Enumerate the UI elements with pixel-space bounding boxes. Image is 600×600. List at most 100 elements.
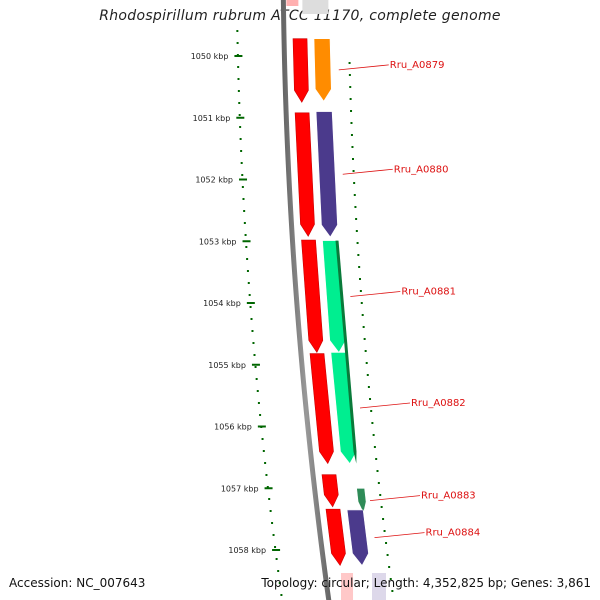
minor-tick-dot — [367, 386, 370, 388]
minor-tick-dot — [257, 402, 260, 404]
minor-tick-dot — [353, 182, 356, 184]
minor-tick-dot — [356, 242, 359, 244]
minor-tick-dot — [385, 542, 388, 544]
minor-tick-dot — [350, 110, 353, 112]
cds-segment[interactable] — [325, 508, 346, 566]
minor-tick-dot — [240, 150, 243, 152]
gene-segment[interactable] — [356, 487, 367, 514]
minor-tick-dot — [365, 362, 368, 364]
gene-outline-stripe[interactable] — [335, 240, 357, 464]
minor-tick-dot — [256, 390, 259, 392]
minor-tick-dot — [237, 78, 240, 80]
minor-tick-dot — [239, 138, 242, 140]
kbp-tick-mark — [234, 55, 243, 57]
kbp-tick-mark — [264, 487, 273, 490]
kbp-tick-label: 1050 kbp — [191, 52, 229, 61]
cds-segment[interactable] — [309, 353, 334, 465]
minor-tick-dot — [278, 582, 281, 584]
minor-tick-dot — [246, 270, 249, 272]
gene-segment[interactable] — [313, 38, 332, 102]
minor-tick-dot — [355, 230, 358, 232]
minor-tick-dot — [358, 266, 361, 268]
gene-label[interactable]: Rru_A0884 — [426, 528, 481, 539]
minor-tick-dot — [353, 194, 356, 196]
minor-tick-dot — [358, 278, 361, 280]
minor-tick-dot — [241, 186, 244, 188]
minor-tick-dot — [254, 366, 257, 368]
kbp-tick-mark — [251, 363, 260, 366]
minor-tick-dot — [240, 162, 243, 164]
gene-segment[interactable] — [346, 509, 369, 566]
minor-tick-dot — [349, 98, 352, 100]
minor-tick-dot — [355, 218, 358, 220]
minor-tick-dot — [247, 282, 250, 284]
minor-tick-dot — [373, 446, 376, 448]
gene-label-layer: Rru_A0879 Rru_A0880 Rru_A0881 Rru_A0882 Rru_… — [338, 60, 481, 539]
gene-label-leader — [374, 532, 425, 539]
minor-tick-dot — [259, 414, 262, 416]
accession-text: Accession: NC_007643 — [9, 576, 146, 590]
minor-tick-dot — [382, 518, 385, 520]
cds-segment[interactable] — [292, 38, 309, 103]
minor-tick-dot — [372, 434, 375, 436]
minor-tick-dot — [351, 146, 354, 148]
cds-segment[interactable] — [321, 474, 339, 508]
minor-tick-dot — [248, 294, 251, 296]
faded-track-layer — [286, 0, 387, 600]
minor-tick-dot — [271, 522, 274, 524]
minor-tick-dot — [238, 114, 241, 116]
gene-label[interactable]: Rru_A0882 — [411, 398, 466, 409]
gene-label-leader — [359, 402, 411, 409]
cds-segment[interactable] — [301, 239, 324, 353]
minor-tick-dot — [242, 198, 245, 200]
minor-tick-dot — [369, 398, 372, 400]
minor-tick-dot — [389, 578, 392, 580]
minor-tick-dot — [354, 206, 357, 208]
kbp-tick-mark — [272, 549, 281, 551]
gene-segment[interactable] — [315, 111, 338, 238]
minor-tick-dot — [246, 258, 249, 260]
minor-tick-dot — [249, 306, 252, 308]
minor-tick-dot — [361, 314, 364, 316]
gene-label[interactable]: Rru_A0881 — [401, 287, 456, 298]
gene-label[interactable]: Rru_A0880 — [394, 164, 449, 175]
minor-tick-dot — [375, 458, 378, 460]
minor-tick-dot — [238, 102, 241, 104]
minor-tick-dot — [391, 590, 394, 592]
gene-label[interactable]: Rru_A0883 — [421, 491, 476, 502]
minor-tick-dot — [239, 126, 242, 128]
kbp-ruler: 1050 kbp 1051 kbp 1052 kbp 1053 kbp 1054 kbp… — [191, 52, 281, 555]
minor-tick-dot — [265, 474, 268, 476]
minor-tick-dot — [277, 570, 280, 572]
cds-segment[interactable] — [294, 112, 315, 237]
minor-tick-dot — [359, 290, 362, 292]
minor-tick-dot — [243, 222, 246, 224]
minor-tick-dot — [245, 246, 248, 248]
minor-tick-dot — [357, 254, 360, 256]
kbp-tick-mark — [236, 116, 245, 119]
minor-tick-dot — [266, 486, 269, 488]
minor-tick-dot — [379, 494, 382, 496]
kbp-tick-mark — [239, 178, 248, 181]
minor-tick-dot — [269, 510, 272, 512]
kbp-tick-label: 1056 kbp — [214, 423, 252, 432]
minor-tick-dot — [386, 554, 389, 556]
minor-tick-dot — [350, 134, 353, 136]
gene-segment[interactable] — [330, 352, 357, 465]
minor-tick-dot — [264, 462, 267, 464]
minor-tick-dot — [380, 506, 383, 508]
minor-tick-dot — [261, 438, 264, 440]
gene-label-leader — [342, 168, 393, 175]
kbp-tick-label: 1058 kbp — [228, 546, 266, 555]
minor-tick-dot — [255, 378, 258, 380]
minor-tick-dot — [250, 318, 253, 320]
minor-tick-dot — [236, 30, 239, 32]
gene-label[interactable]: Rru_A0879 — [390, 60, 445, 71]
minor-tick-dot — [364, 350, 367, 352]
minor-tick-dot — [237, 66, 240, 68]
kbp-tick-label: 1055 kbp — [208, 361, 246, 370]
minor-tick-dot — [350, 122, 353, 124]
gene-label-leader — [350, 291, 401, 297]
minor-tick-dot — [383, 530, 386, 532]
